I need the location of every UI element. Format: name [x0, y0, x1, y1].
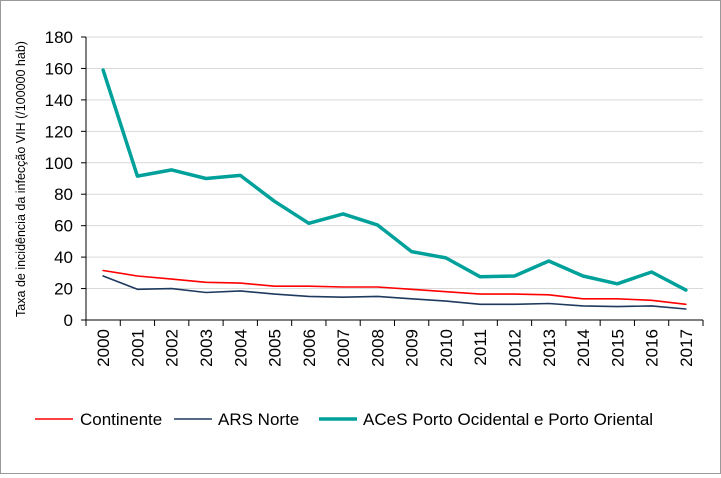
x-tick-label: 2001	[128, 329, 147, 367]
series-line-2	[102, 275, 687, 310]
x-tick-label: 2008	[368, 329, 387, 367]
x-tick-label: 2011	[471, 329, 490, 366]
y-tick-label: 120	[45, 122, 73, 141]
x-tick-label: 2007	[334, 329, 353, 367]
x-tick-label: 2015	[608, 329, 627, 367]
legend-label-3: ACeS Porto Ocidental e Porto Oriental	[363, 410, 653, 429]
y-tick-label: 180	[45, 28, 73, 47]
x-tick-label: 2017	[677, 329, 696, 367]
x-tick-label: 2005	[266, 329, 285, 367]
x-tick-labels: 2000 2001 2002 2003 2004 2005 2006 2007 2008 2009…	[94, 329, 696, 367]
series-lines	[101, 68, 688, 310]
x-tick-label: 2014	[574, 329, 593, 367]
x-tick-label: 2006	[300, 329, 319, 367]
x-tick-label: 2012	[505, 329, 524, 367]
x-tick-label: 2009	[403, 329, 422, 367]
y-tick-label: 100	[45, 154, 73, 173]
x-tick-label: 2004	[231, 329, 250, 367]
y-tick-label: 40	[54, 248, 73, 267]
y-axis-title: Taxa de incidência da infecção VIH (/100…	[14, 41, 28, 317]
y-tick-label: 20	[54, 280, 73, 299]
y-tick-label: 160	[45, 59, 73, 78]
x-tick-label: 2013	[540, 329, 559, 367]
x-tick-label: 2016	[643, 329, 662, 367]
series-line-1	[102, 269, 687, 306]
x-tick-label: 2000	[94, 329, 113, 367]
series-line-3	[101, 68, 688, 292]
gridlines	[86, 36, 703, 290]
x-tick-label: 2002	[163, 329, 182, 367]
y-tick-label: 140	[45, 91, 73, 110]
axes	[81, 36, 704, 326]
legend: Continente ARS Norte ACeS Porto Ocidental …	[35, 410, 653, 429]
y-tick-label: 80	[54, 185, 73, 204]
x-tick-label: 2003	[197, 329, 216, 367]
legend-label-1: Continente	[80, 410, 162, 429]
y-tick-label: 0	[64, 311, 73, 330]
x-tick-label: 2010	[437, 329, 456, 367]
legend-label-2: ARS Norte	[218, 410, 299, 429]
y-tick-label: 60	[54, 217, 73, 236]
y-tick-labels: 0 20 40 60 80 100 120 140 160 180	[45, 28, 73, 330]
